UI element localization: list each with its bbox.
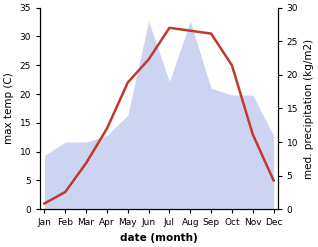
Y-axis label: max temp (C): max temp (C) bbox=[4, 73, 14, 144]
Y-axis label: med. precipitation (kg/m2): med. precipitation (kg/m2) bbox=[304, 38, 314, 179]
X-axis label: date (month): date (month) bbox=[120, 233, 198, 243]
